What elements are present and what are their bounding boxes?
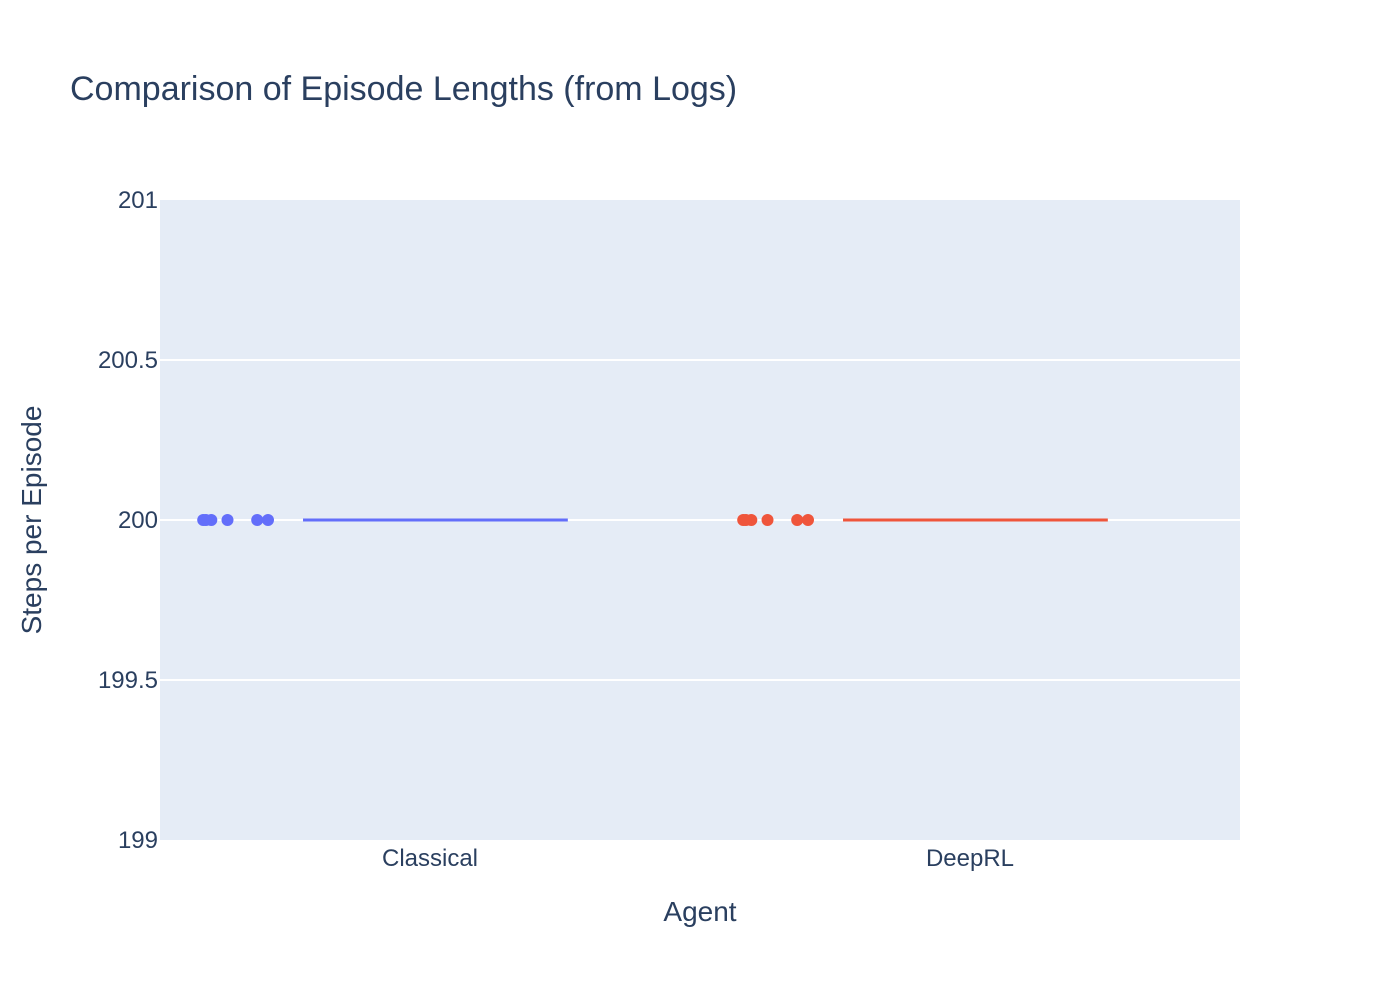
y-tick-labels: 199 199.5 200 200.5 201 xyxy=(98,187,158,854)
data-point xyxy=(791,514,804,526)
y-tick-label: 201 xyxy=(118,187,158,214)
x-tick-label: Classical xyxy=(382,845,478,872)
data-point xyxy=(221,514,234,526)
data-point xyxy=(761,514,774,526)
data-point xyxy=(262,514,274,526)
x-tick-labels: Classical DeepRL xyxy=(382,845,1014,872)
y-tick-label: 200.5 xyxy=(98,347,158,374)
data-point xyxy=(251,514,264,526)
chart-title: Comparison of Episode Lengths (from Logs… xyxy=(70,70,737,108)
x-tick-label: DeepRL xyxy=(926,845,1014,872)
data-point xyxy=(802,514,814,526)
y-tick-label: 200 xyxy=(118,507,158,534)
box-marks xyxy=(197,514,1108,526)
data-point xyxy=(739,514,752,526)
x-axis-title: Agent xyxy=(663,896,736,927)
box-series-classical xyxy=(197,514,568,526)
box-series-deeprl xyxy=(737,514,1108,526)
data-point xyxy=(199,514,212,526)
y-axis-title: Steps per Episode xyxy=(16,406,47,635)
y-tick-label: 199 xyxy=(118,827,158,854)
y-tick-label: 199.5 xyxy=(98,667,158,694)
